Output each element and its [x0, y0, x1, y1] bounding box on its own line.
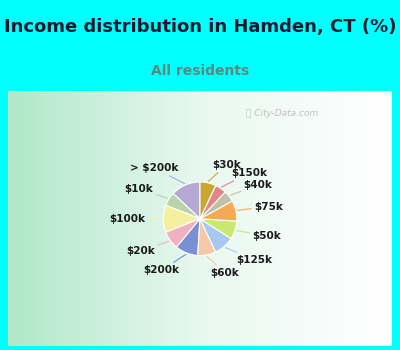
Text: $75k: $75k: [238, 202, 283, 212]
Text: Income distribution in Hamden, CT (%): Income distribution in Hamden, CT (%): [4, 18, 396, 36]
Text: $200k: $200k: [144, 254, 186, 275]
Wedge shape: [198, 219, 216, 256]
Text: All residents: All residents: [151, 64, 249, 78]
Text: $50k: $50k: [236, 231, 281, 241]
Text: $125k: $125k: [225, 247, 272, 265]
Text: $40k: $40k: [230, 180, 272, 195]
Wedge shape: [176, 219, 200, 256]
Wedge shape: [173, 182, 200, 219]
Text: $20k: $20k: [127, 241, 169, 256]
Wedge shape: [163, 205, 200, 232]
Wedge shape: [166, 219, 200, 247]
Wedge shape: [200, 192, 232, 219]
Text: Ⓢ City-Data.com: Ⓢ City-Data.com: [246, 110, 318, 119]
Text: $60k: $60k: [207, 257, 239, 278]
Text: $100k: $100k: [109, 214, 162, 224]
Text: > $200k: > $200k: [130, 163, 185, 184]
Text: $30k: $30k: [208, 160, 241, 181]
Wedge shape: [200, 186, 225, 219]
Text: $150k: $150k: [222, 168, 267, 187]
Wedge shape: [200, 201, 237, 221]
Wedge shape: [200, 182, 216, 219]
Wedge shape: [200, 219, 237, 238]
Wedge shape: [166, 194, 200, 219]
Text: $10k: $10k: [125, 184, 168, 198]
Wedge shape: [200, 219, 231, 252]
